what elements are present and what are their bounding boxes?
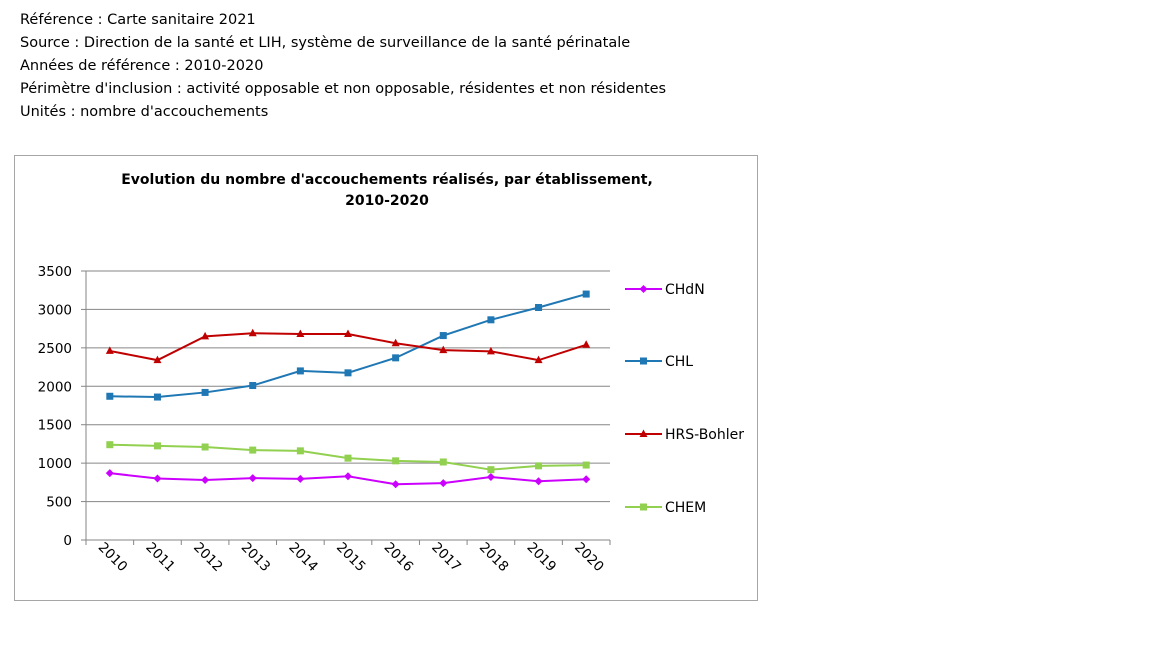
data-point xyxy=(106,441,114,449)
data-point xyxy=(439,345,448,354)
data-point xyxy=(487,316,495,324)
legend-label: HRS-Bohler xyxy=(665,427,744,443)
x-tick-label: 2010 xyxy=(95,539,131,575)
legend-label: CHdN xyxy=(665,282,705,298)
meta-reference: Référence : Carte sanitaire 2021 xyxy=(20,12,256,28)
data-point xyxy=(486,472,495,481)
x-tick-label: 2020 xyxy=(571,539,607,575)
data-point xyxy=(582,290,590,298)
x-tick-label: 2015 xyxy=(333,539,369,575)
y-tick-label: 500 xyxy=(46,495,72,511)
data-point xyxy=(105,469,114,478)
y-tick-label: 0 xyxy=(63,533,72,549)
x-tick-label: 2016 xyxy=(381,539,417,575)
data-point xyxy=(439,332,447,340)
data-point xyxy=(248,474,257,483)
meta-units: Unités : nombre d'accouchements xyxy=(20,104,269,120)
data-point xyxy=(344,472,352,481)
data-point xyxy=(153,474,162,483)
x-tick-label: 2013 xyxy=(238,539,274,575)
data-point xyxy=(582,461,590,469)
data-point xyxy=(639,285,648,293)
data-point xyxy=(296,367,304,375)
x-tick-label: 2011 xyxy=(142,539,178,575)
data-point xyxy=(249,446,257,454)
data-point xyxy=(344,454,352,462)
data-point xyxy=(344,369,352,377)
data-point xyxy=(640,357,647,365)
data-point xyxy=(391,338,400,347)
data-point xyxy=(296,474,305,483)
meta-scope: Périmètre d'inclusion : activité opposab… xyxy=(20,81,667,97)
data-point xyxy=(201,388,209,396)
meta-years: Années de référence : 2010-2020 xyxy=(20,58,264,74)
data-point xyxy=(487,466,495,474)
x-tick-label: 2012 xyxy=(190,539,226,575)
data-point xyxy=(535,462,543,470)
legend-label: CHEM xyxy=(665,500,706,516)
data-point xyxy=(249,382,257,390)
data-point xyxy=(201,476,210,485)
data-point xyxy=(248,328,257,337)
y-tick-label: 3500 xyxy=(38,264,72,280)
data-point xyxy=(439,479,448,488)
data-point xyxy=(391,480,400,489)
chart-subtitle: 2010-2020 xyxy=(345,193,429,209)
x-tick-label: 2018 xyxy=(476,539,512,575)
x-tick-label: 2019 xyxy=(524,539,560,575)
data-point xyxy=(486,346,495,355)
meta-source: Source : Direction de la santé et LIH, s… xyxy=(20,35,631,51)
data-point xyxy=(392,354,400,362)
data-point xyxy=(344,329,352,338)
data-point xyxy=(392,457,400,465)
data-point xyxy=(201,443,209,451)
x-tick-label: 2014 xyxy=(285,539,321,575)
data-point xyxy=(439,458,447,466)
chart-frame: Evolution du nombre d'accouchements réal… xyxy=(14,155,758,601)
line-chart: 0 500 1000 1500 2000 2500 3000 3500 2010 2011 2012… xyxy=(38,264,745,575)
data-point xyxy=(582,475,591,484)
legend-label: CHL xyxy=(665,354,693,370)
data-point xyxy=(639,429,648,437)
y-tick-label: 1000 xyxy=(38,456,72,472)
data-point xyxy=(535,304,543,312)
chart-title: Evolution du nombre d'accouchements réal… xyxy=(121,172,653,188)
data-point xyxy=(153,442,161,450)
data-point xyxy=(296,329,305,338)
series-line-hrs-bohler xyxy=(109,332,587,362)
data-point xyxy=(106,392,114,400)
data-point xyxy=(534,355,543,364)
data-point xyxy=(296,447,304,455)
x-tick-label: 2017 xyxy=(428,539,464,575)
y-tick-label: 3000 xyxy=(38,302,72,318)
data-point xyxy=(153,355,162,364)
data-point xyxy=(640,503,647,511)
data-point xyxy=(201,331,210,340)
data-point xyxy=(105,346,114,354)
data-point xyxy=(534,477,543,486)
data-point xyxy=(153,393,161,401)
y-tick-label: 2500 xyxy=(38,341,72,357)
y-tick-label: 2000 xyxy=(38,379,72,395)
y-tick-label: 1500 xyxy=(38,418,72,434)
data-point xyxy=(582,340,591,348)
